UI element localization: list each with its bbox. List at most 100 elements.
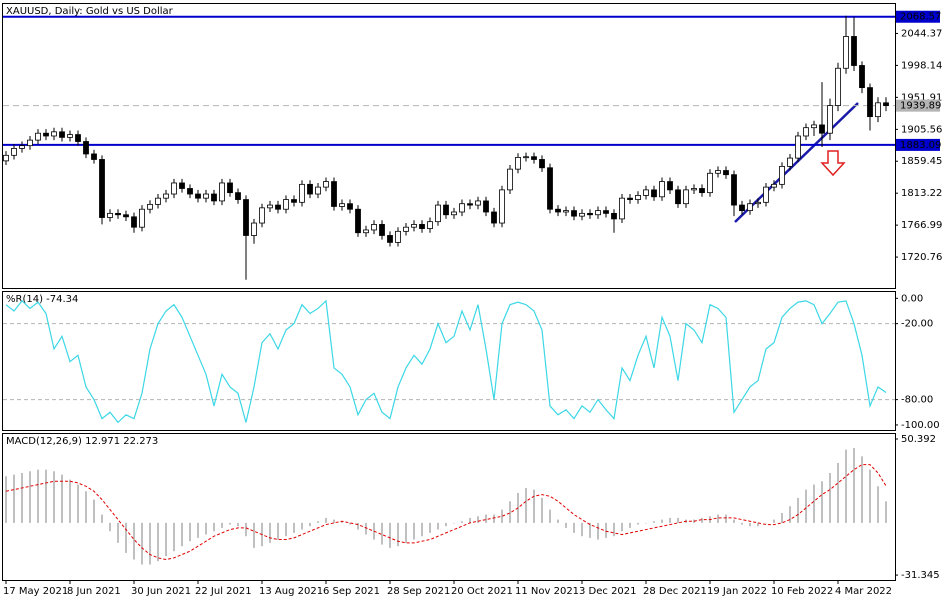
y-tick-label: 1998.14 [901,60,942,71]
candle-body [563,210,569,213]
macd-bar [301,522,303,530]
candle-body [163,193,169,199]
macd-bar [389,522,391,548]
level-label: 1883.09 [900,140,941,151]
macd-bar [725,514,727,523]
candle-body [755,201,761,205]
macd-bar [77,484,79,523]
y-tick-label: -20.00 [901,319,933,330]
macd-bar [821,481,823,523]
x-tick-label: 11 Nov 2021 [515,586,579,597]
candle-body [595,210,601,216]
macd-bar [501,509,503,523]
macd-bar [605,522,607,538]
candle-body [419,224,425,229]
macd-bar [29,471,31,523]
pane-title: MACD(12,26,9) 12.971 22.273 [6,436,158,447]
candle-body [195,193,201,199]
macd-bar [213,522,215,532]
macd-bar [477,516,479,523]
candle-body [859,65,865,89]
price-pane [2,3,896,289]
candle-body [171,182,177,195]
macd-bar [837,462,839,523]
candle-body [811,124,817,129]
macd-bar [885,501,887,523]
macd-bar [221,522,223,528]
candle-body [491,211,497,224]
candle-body [787,157,793,167]
level-label-box [896,10,940,23]
macd-bar [405,522,407,543]
candle-body [307,183,313,195]
candle-body [515,157,521,170]
macd-bar [541,497,543,523]
x-tick-label: 22 Jul 2021 [195,586,252,597]
macd-bar [125,522,127,553]
candle-body [819,124,825,134]
candle-body [659,181,665,198]
macd-bar [773,519,775,523]
candle-body [483,200,489,213]
macd-bar [253,522,255,548]
candle-body [779,165,785,185]
candle-body [371,224,377,231]
candle-body [83,141,89,155]
macd-bar [53,471,55,523]
candle-body [411,224,417,228]
candle-body [3,154,9,162]
candle-body [339,203,345,207]
macd-bar [309,522,311,527]
macd-bar [325,517,327,523]
candle-body [883,102,889,106]
macd-bar [37,469,39,523]
candle-body [475,200,481,206]
candle-body [555,208,561,213]
macd-pane [2,433,896,581]
down-arrow [820,150,846,177]
x-tick-label: 3 Dec 2021 [579,586,637,597]
candle-body [355,208,361,234]
macd-bar [189,522,191,542]
candle-body [619,197,625,220]
macd-bar [317,521,319,523]
candle-body [499,189,505,224]
macd-bar [621,522,623,532]
y-tick-label: 1905.56 [901,124,942,135]
candle-body [723,170,729,176]
candle-body [323,181,329,188]
y-tick-label: -31.345 [901,570,940,581]
candle-body [27,139,33,147]
candle-body [267,204,273,209]
candle-body [603,210,609,214]
macd-bar [349,522,351,525]
macd-bar [557,519,559,523]
macd-bar [573,522,575,533]
y-tick-label: 50.392 [901,434,936,445]
macd-bar [581,522,583,537]
candle-body [699,188,705,194]
candle-body [275,204,281,210]
candle-body [875,102,881,118]
candle-body [803,127,809,137]
candle-body [675,189,681,205]
macd-bar [789,506,791,523]
candle-body [459,203,465,213]
candle-body [443,204,449,216]
macd-bar [13,474,15,523]
candle-body [531,156,537,160]
candle-body [627,197,633,200]
candle-body [299,183,305,203]
macd-bar [365,522,367,535]
candle-body [691,188,697,191]
macd-bar [533,489,535,523]
candle-body [11,148,17,156]
candle-body [707,172,713,194]
candle-body [763,186,769,203]
macd-bar [413,522,415,540]
y-tick-label: -100.00 [901,420,940,431]
macd-bar [645,522,647,524]
candle-body [451,211,457,216]
macd-bar [421,522,423,537]
